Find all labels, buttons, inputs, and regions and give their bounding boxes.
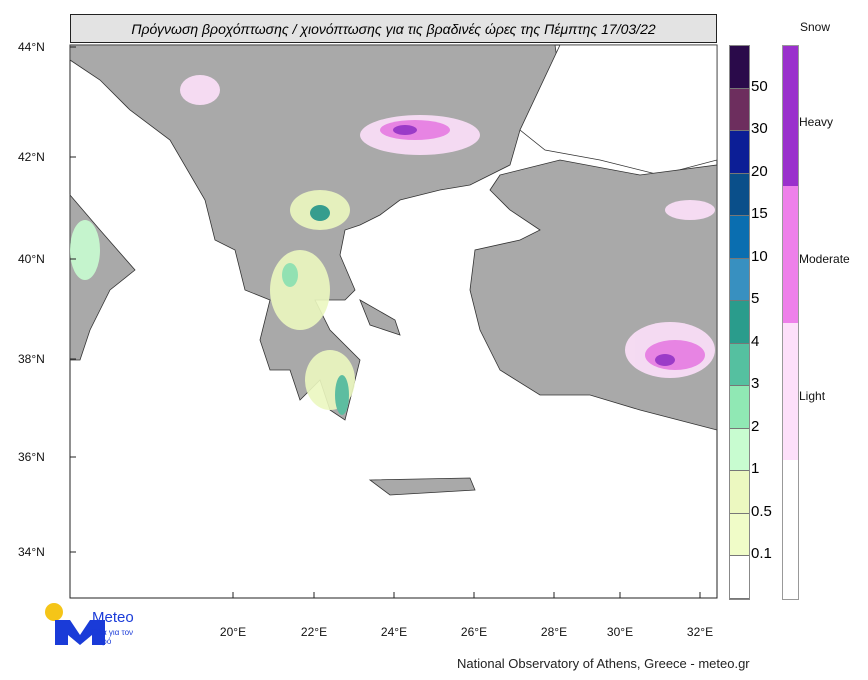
- rain-legend-label: 2: [751, 417, 760, 435]
- rain-legend-label: 3: [751, 375, 760, 393]
- lat-label: 40°N: [18, 252, 45, 266]
- logo-name: Meteo: [92, 609, 134, 626]
- evia: [359, 299, 401, 336]
- rain-legend-label: 0.1: [751, 545, 772, 563]
- rain-swatch: [730, 513, 749, 557]
- rain-legend-label: 0.5: [751, 502, 772, 520]
- rain-swatch: [730, 216, 749, 259]
- map-title: Πρόγνωση βροχόπτωσης / χιονόπτωσης για τ…: [70, 14, 717, 43]
- rain-colorbar: [729, 45, 750, 600]
- rain-legend-label: 5: [751, 290, 760, 308]
- lon-label: 26°E: [460, 625, 488, 639]
- axis-ticks: [70, 46, 701, 598]
- rain-swatch: [730, 556, 749, 599]
- lat-label: 34°N: [18, 545, 45, 559]
- rain-legend-label: 50: [751, 77, 768, 95]
- snow-heavy-swatch: [783, 46, 798, 186]
- rain-swatch: [730, 46, 749, 89]
- rain-legend-label: 20: [751, 162, 768, 180]
- rain-swatch: [730, 386, 749, 429]
- rain-swatch: [730, 88, 749, 132]
- rain-legend-label: 15: [751, 205, 768, 223]
- rain-swatch: [730, 301, 749, 344]
- meteo-logo: [45, 603, 105, 645]
- snow-light-swatch: [783, 323, 798, 460]
- rain-swatch: [730, 471, 749, 514]
- lat-label: 38°N: [18, 352, 45, 366]
- lon-label: 30°E: [606, 625, 634, 639]
- rain-swatch: [730, 428, 749, 472]
- rain-legend-label: 30: [751, 120, 768, 138]
- snow-moderate-label: Moderate: [799, 252, 850, 266]
- snow-moderate-swatch: [783, 186, 798, 323]
- rain-legend-label: 1: [751, 460, 760, 478]
- snow-colorbar: [782, 45, 799, 600]
- snow-light-label: Light: [799, 389, 826, 403]
- black-sea: [519, 44, 718, 176]
- lat-label: 36°N: [18, 450, 45, 464]
- lat-label: 42°N: [18, 150, 45, 164]
- rain-swatch: [730, 173, 749, 217]
- rain-swatch: [730, 343, 749, 387]
- rain-legend-label: 4: [751, 332, 760, 350]
- snow-heavy-label: Heavy: [799, 115, 834, 129]
- rain-swatch: [730, 131, 749, 174]
- lon-label: 24°E: [380, 625, 408, 639]
- lat-label: 44°N: [18, 40, 45, 54]
- lon-label: 22°E: [300, 625, 328, 639]
- precip-areas: [70, 75, 715, 415]
- footer-credit: National Observatory of Athens, Greece -…: [457, 656, 750, 671]
- rain-swatch: [730, 258, 749, 302]
- lon-label: 32°E: [686, 625, 714, 639]
- lon-label: 28°E: [540, 625, 568, 639]
- logo-tagline: Όλα για τον καιρό: [92, 628, 134, 646]
- snow-legend-title: Snow: [800, 20, 831, 34]
- rain-legend-label: 10: [751, 247, 768, 265]
- lon-label: 20°E: [219, 625, 247, 639]
- crete: [368, 477, 476, 496]
